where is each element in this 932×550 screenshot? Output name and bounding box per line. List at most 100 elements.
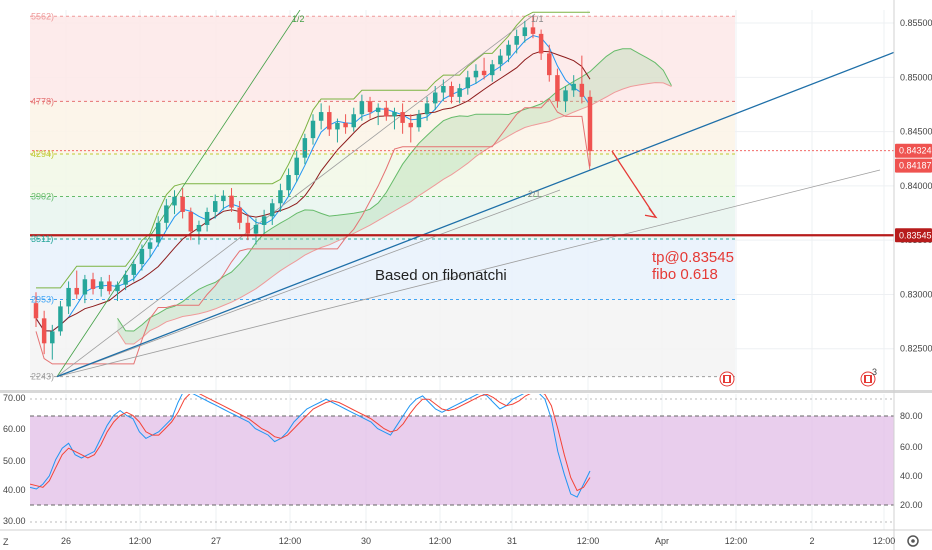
cloud-fill — [117, 48, 672, 345]
time-tick-label: 12:00 — [129, 536, 152, 546]
candle-body — [506, 44, 511, 56]
stoch-right-axis: 80.00 60.00 40.00 20.00 — [900, 411, 923, 510]
projection-arrow — [611, 150, 656, 217]
time-tick-label: 12:00 — [577, 536, 600, 546]
stoch-left-axis: 70.00 60.00 50.00 40.00 30.00 — [3, 393, 26, 526]
candle-body — [367, 101, 373, 113]
pane-separator[interactable] — [0, 390, 932, 393]
ichimoku-cloud — [117, 48, 672, 345]
settings-gear-icon[interactable] — [907, 535, 919, 547]
stochastic-pane[interactable] — [30, 389, 894, 530]
price-badges: 0.84324 0.84187 0.83545 — [895, 143, 932, 243]
stoch-lines — [30, 394, 591, 498]
fib-zone — [30, 153, 735, 197]
candle-body — [481, 70, 487, 76]
candle-body — [115, 284, 120, 292]
time-tick-label: 12:00 — [429, 536, 452, 546]
candle-body — [270, 203, 275, 217]
candle-body — [204, 211, 210, 225]
fib-zone — [30, 16, 735, 102]
candle-body — [359, 101, 365, 115]
svg-text:Z: Z — [3, 537, 9, 547]
candle-body — [432, 92, 438, 104]
leading-span-b — [117, 82, 672, 345]
candle-body — [441, 86, 446, 93]
stoch-overbought-oversold-band — [30, 416, 894, 505]
candle-body — [107, 281, 112, 292]
candle-body — [318, 112, 324, 121]
candle-body — [522, 27, 528, 37]
candle-body — [457, 88, 462, 97]
candle-body — [278, 190, 283, 204]
price-badge — [895, 228, 932, 243]
fib-zone — [30, 238, 735, 300]
candle-body — [139, 248, 145, 265]
candle-body — [310, 120, 316, 139]
time-tick-label: 26 — [61, 536, 71, 546]
time-tick-label: 2 — [809, 536, 814, 546]
fib-retracement — [30, 15, 735, 378]
user-drawings — [30, 51, 894, 378]
fib-level-label: 5562) — [31, 11, 54, 21]
candles — [33, 16, 593, 360]
candle-body — [555, 75, 560, 102]
candle-body — [327, 112, 332, 130]
gann-label-1-2: 1/2 — [292, 14, 305, 24]
candle-body — [547, 53, 552, 76]
gann-label-1-1: 1/1 — [531, 14, 544, 24]
time-axis[interactable]: 26 12:00 27 12:00 30 12:00 31 12:00 Apr 12:00 2 12:… — [61, 536, 895, 546]
candle-body — [212, 201, 218, 212]
base-line — [35, 50, 591, 332]
candle-body — [530, 27, 536, 34]
candle-body — [579, 83, 585, 97]
stoch-right-tick-label: 60.00 — [900, 442, 923, 452]
candle-body — [253, 224, 259, 234]
price-tick-label: 0.83000 — [900, 289, 932, 299]
main-pane[interactable]: 5562) 4778) 4294) 3902) 3511) 2953) 2243) Base… — [0, 10, 894, 390]
gann-fan — [56, 10, 881, 378]
candle-body — [229, 195, 234, 208]
event-flag-icon[interactable] — [719, 371, 735, 387]
stoch-left-tick-label: 50.00 — [3, 456, 26, 466]
candle-body — [563, 90, 568, 102]
upper-envelope — [36, 11, 590, 289]
candle-body — [33, 303, 39, 319]
candle-body — [221, 195, 226, 202]
candle-body — [123, 274, 128, 285]
candle-body — [58, 306, 63, 332]
time-tick-label: 12:00 — [725, 536, 748, 546]
candle-body — [489, 64, 495, 76]
svg-text:3: 3 — [872, 367, 877, 377]
fib-level-label: 4294) — [31, 149, 54, 159]
price-badge-label: 0.83545 — [899, 230, 932, 240]
candle-body — [90, 279, 96, 290]
candle-body — [237, 207, 242, 223]
timezone-icon[interactable]: Z — [3, 537, 9, 547]
time-tick-label: 12:00 — [279, 536, 302, 546]
price-badge — [895, 143, 932, 158]
lower-envelope — [35, 98, 591, 365]
price-tick-label: 0.82500 — [900, 344, 932, 354]
time-tick-label: 27 — [211, 536, 221, 546]
event-flag-icon[interactable]: 3 — [860, 367, 877, 387]
stoch-left-tick-label: 70.00 — [3, 393, 26, 403]
candle-body — [261, 216, 267, 225]
candle-body — [587, 96, 593, 152]
candle-body — [155, 222, 161, 243]
stoch-right-tick-label: 20.00 — [900, 500, 923, 510]
envelope-bands — [35, 11, 591, 365]
candle-body — [131, 264, 137, 275]
stoch-left-tick-label: 60.00 — [3, 424, 26, 434]
candle-body — [408, 122, 414, 128]
stoch-band — [30, 398, 894, 523]
price-tick-label: 0.84000 — [900, 181, 932, 191]
candle-body — [384, 107, 389, 117]
price-axis[interactable]: 0.855000.850000.845000.840000.835000.830… — [900, 18, 932, 354]
time-tick-label: 12:00 — [873, 536, 896, 546]
candle-body — [294, 157, 299, 176]
candle-body — [188, 211, 194, 232]
stoch-d-line — [30, 394, 591, 492]
gann-fan-line — [56, 189, 561, 378]
gann-fan-line — [56, 169, 881, 378]
candle-body — [351, 114, 356, 128]
